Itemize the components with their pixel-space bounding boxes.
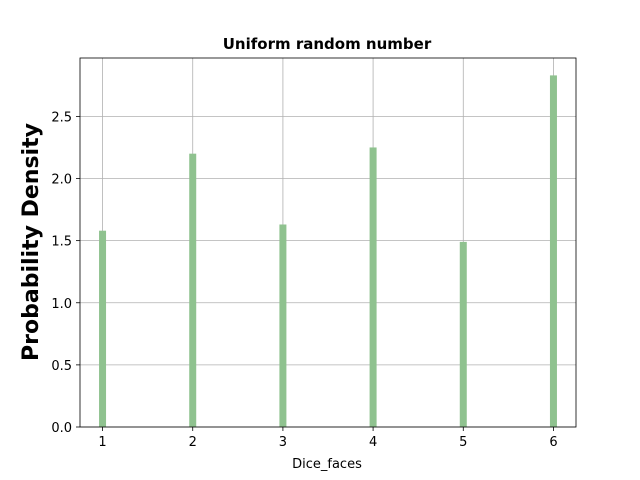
x-tick-label: 6 [549, 435, 557, 450]
y-tick-label: 2.0 [51, 173, 72, 188]
plot-frame [79, 57, 577, 428]
y-tick-label: 1.5 [51, 235, 72, 250]
bar [459, 241, 467, 427]
bar [549, 75, 557, 428]
y-axis-label: Probability Density [19, 123, 44, 361]
x-tick-label: 3 [279, 435, 287, 450]
x-tick-label: 4 [369, 435, 377, 450]
y-tick-label: 2.5 [51, 110, 72, 125]
grid-lines [80, 58, 576, 428]
bar [279, 224, 287, 427]
x-tick-label: 1 [98, 435, 106, 450]
x-tick-label: 5 [459, 435, 467, 450]
y-tick-label: 0.5 [51, 359, 72, 374]
y-tick-label: 1.0 [51, 297, 72, 312]
x-tick-label: 2 [189, 435, 197, 450]
axes: 1 2 3 4 5 6 0.0 0.5 1.0 1.5 2.0 2.5 [51, 57, 577, 450]
y-tick-label: 0.0 [51, 421, 72, 436]
bar [369, 147, 377, 428]
bars [99, 75, 557, 428]
bar [99, 230, 107, 427]
chart-title: Uniform random number [223, 35, 432, 53]
bar [189, 153, 197, 427]
x-axis-label: Dice_faces [292, 457, 362, 472]
